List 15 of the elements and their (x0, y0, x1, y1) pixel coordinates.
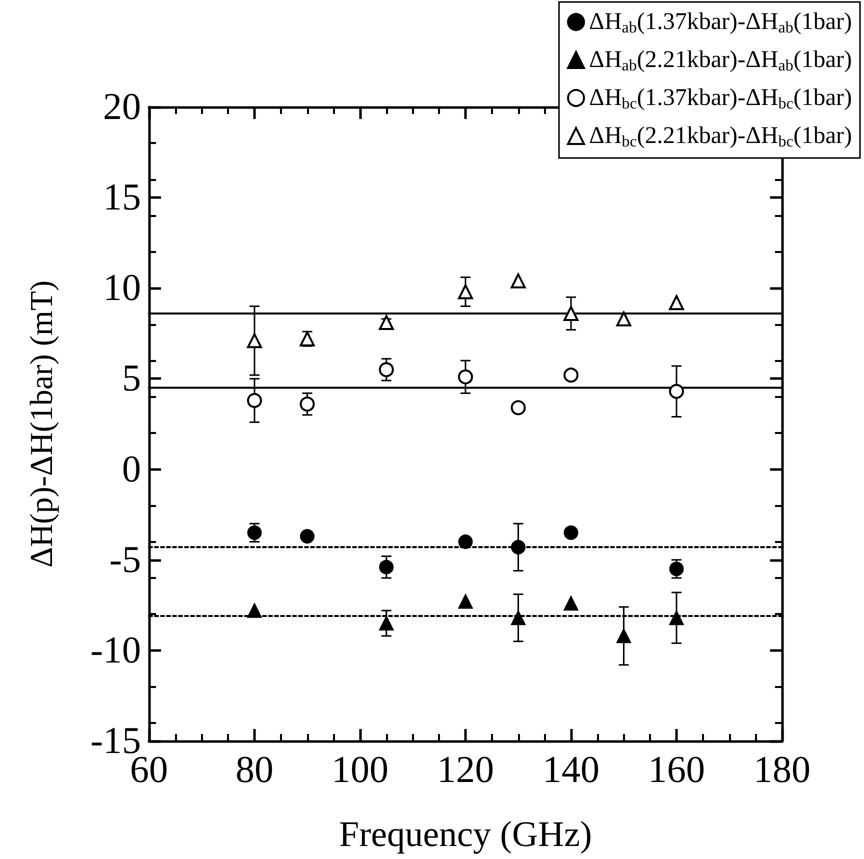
x-tick-label: 100 (332, 749, 388, 791)
y-tick-label: 15 (103, 176, 141, 219)
y-tick-label: -5 (109, 538, 141, 581)
x-tick-label: 160 (648, 749, 705, 791)
y-tick-label: -10 (90, 629, 141, 672)
x-tick-label: 140 (542, 749, 600, 791)
x-axis-title: Frequency (GHz) (339, 814, 592, 854)
y-tick-label: 5 (122, 358, 141, 400)
x-tick-label: 80 (236, 749, 274, 791)
y-tick-label: 10 (103, 267, 141, 310)
y-axis-title: ΔH(p)-ΔH(1bar) (mT) (23, 280, 59, 568)
x-tick-label: 120 (437, 749, 494, 791)
y-tick-label: 0 (122, 448, 141, 490)
x-tick-label: 180 (754, 749, 810, 791)
y-tick-label: 20 (103, 86, 141, 128)
